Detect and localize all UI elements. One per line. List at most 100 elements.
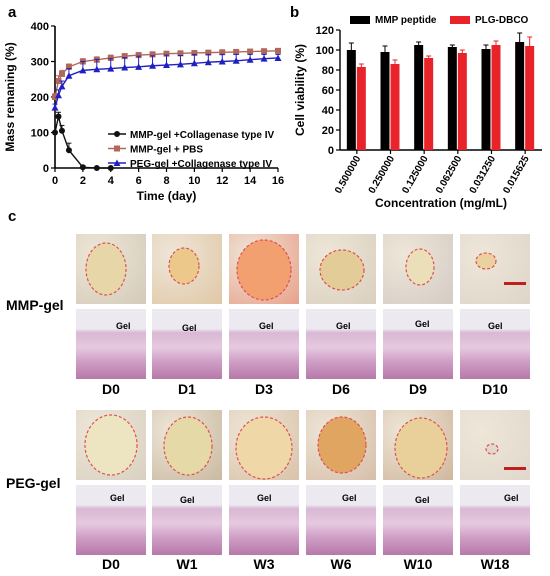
scale-bar (504, 282, 526, 285)
data-point (274, 54, 282, 61)
x-tick-label: 2 (80, 175, 86, 187)
timepoint-label: D9 (409, 381, 427, 397)
skin-photo (460, 234, 530, 304)
bar (515, 42, 525, 150)
gel-outline (405, 248, 435, 286)
y-tick-label: 20 (322, 125, 334, 137)
scale-bar (504, 467, 526, 470)
bar (356, 67, 366, 150)
timepoint-label: D10 (482, 381, 508, 397)
gel-implant (319, 249, 365, 291)
bar (414, 45, 424, 150)
skin-photo (152, 410, 222, 480)
histology-section (383, 485, 453, 555)
data-point (204, 58, 212, 66)
gel-outline (85, 242, 127, 296)
timepoint-label: W18 (480, 556, 510, 572)
skin-photo (306, 410, 376, 480)
data-point (93, 165, 100, 171)
y-tick-label: 400 (31, 21, 49, 33)
data-point (247, 48, 254, 55)
histology-section (229, 485, 299, 555)
legend-entry: PEG-gel +Collagenase type IV (130, 159, 272, 170)
gel-implant (168, 247, 200, 285)
y-tick-label: 0 (328, 145, 334, 157)
data-point (52, 129, 58, 136)
data-point (54, 91, 62, 99)
gel-outline (485, 443, 499, 455)
x-tick-label: 0.015625 (501, 154, 532, 196)
histology-section (76, 485, 146, 555)
gel-implant (235, 416, 293, 480)
gel-label: Gel (180, 495, 195, 505)
histology-section (460, 309, 530, 379)
data-point (51, 104, 59, 111)
data-point (232, 57, 240, 64)
bar (424, 58, 434, 150)
x-tick-label: 16 (272, 175, 284, 187)
data-point (107, 54, 114, 61)
histology-section (152, 485, 222, 555)
data-point (55, 78, 62, 85)
gel-label: Gel (415, 495, 430, 505)
gel-implant (236, 239, 292, 301)
x-tick-label: 6 (136, 175, 142, 187)
bar (525, 46, 535, 150)
x-tick-label: 14 (244, 175, 257, 187)
y-tick-label: 100 (31, 128, 49, 140)
histology-section (152, 309, 222, 379)
gel-implant (163, 416, 213, 476)
cell-viability-chart: 0 20 40 60 80 100 120 Cell viability (%) 0.50000… (293, 15, 542, 210)
series-1 (52, 47, 281, 100)
y-axis-label: Cell viability (%) (293, 44, 307, 136)
timepoint-label: D0 (102, 556, 120, 572)
data-point (191, 49, 198, 56)
panel-label-c: c (8, 208, 17, 225)
gel-implant (485, 443, 526, 470)
data-point (65, 63, 72, 70)
gel-outline (317, 416, 367, 474)
series-line (54, 116, 111, 169)
y-axis-label: Mass remaning (%) (3, 42, 17, 151)
histology-section (306, 309, 376, 379)
gel-label: Gel (336, 321, 351, 331)
bar (380, 52, 390, 150)
data-point (135, 52, 142, 59)
y-tick-label: 120 (316, 25, 334, 37)
y-tick-label: 0 (43, 163, 49, 175)
bar (447, 47, 457, 150)
series-0 (52, 111, 114, 171)
data-point (261, 48, 268, 55)
gel-outline (84, 414, 138, 476)
gel-label: Gel (182, 323, 197, 333)
x-tick-label: 0 (52, 175, 58, 187)
timepoint-label: D6 (332, 381, 350, 397)
x-axis-label: Concentration (mg/mL) (375, 196, 507, 210)
gel-implant (317, 416, 367, 474)
data-point (149, 62, 157, 69)
data-point (233, 48, 240, 55)
data-point (190, 59, 198, 67)
timepoint-label: W10 (403, 556, 433, 572)
x-tick-label: 0.062500 (434, 154, 465, 196)
x-tick-label: 0.250000 (367, 154, 398, 196)
x-tick-label: 10 (188, 175, 200, 187)
skin-photo (152, 234, 222, 304)
histology-section (306, 485, 376, 555)
data-point (58, 127, 65, 134)
data-point (260, 55, 268, 62)
skin-photo (229, 410, 299, 480)
skin-photo (306, 234, 376, 304)
gel-label: Gel (259, 321, 274, 331)
data-point (107, 165, 114, 171)
histology-section (460, 485, 530, 555)
series-2 (51, 53, 282, 111)
legend-entry: MMP peptide (375, 15, 437, 26)
data-point (52, 94, 58, 100)
histology-section (383, 309, 453, 379)
gel-implant (405, 248, 435, 286)
gel-outline (319, 249, 365, 291)
data-point (93, 65, 101, 73)
bar (457, 53, 467, 150)
data-point (177, 50, 184, 57)
